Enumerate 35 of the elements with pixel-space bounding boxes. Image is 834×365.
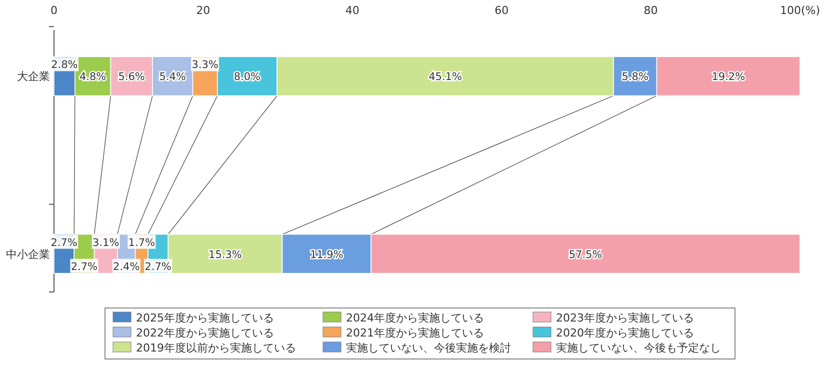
data-label: 2.4% (113, 260, 140, 273)
x-tick-label: 60 (494, 4, 509, 17)
data-label: 2.7% (144, 260, 172, 273)
data-label: 8.0% (234, 71, 261, 84)
x-tick-label: 80 (644, 4, 658, 17)
data-label: 3.1% (92, 236, 120, 249)
data-label: 15.3% (208, 248, 242, 261)
legend-label: 2022年度から実施している (136, 326, 274, 340)
data-label: 5.8% (622, 71, 648, 84)
legend-label: 実施していない、今後も予定なし (556, 342, 721, 354)
legend-label: 2025年度から実施している (136, 312, 274, 324)
data-label: 57.5% (568, 248, 602, 261)
data-label: 45.1% (428, 71, 462, 84)
data-label: 19.2% (712, 71, 746, 84)
y-tick-label: 中小企業 (6, 248, 50, 261)
data-label: 11.9% (310, 248, 344, 261)
data-label: 4.8% (79, 71, 106, 84)
legend-label: 2021年度から実施している (346, 326, 484, 340)
legend-label: 2024年度から実施している (346, 312, 484, 324)
x-tick-label: 40 (345, 4, 360, 17)
data-label: 3.3% (192, 59, 218, 72)
data-label: 5.6% (118, 71, 145, 84)
data-label: 2.7% (70, 260, 98, 273)
x-tick-label: 100(%) (780, 4, 820, 17)
legend-label: 2023年度から実施している (556, 312, 694, 324)
y-tick-label: 大企業 (17, 70, 50, 84)
legend-label: 実施していない、今後実施を検討 (346, 342, 511, 354)
legend-label: 2020年度から実施している (556, 326, 694, 340)
legend-label: 2019年度以前から実施している (136, 342, 296, 354)
data-label: 5.4% (159, 71, 186, 84)
data-label: 1.7% (128, 236, 156, 249)
data-label: 2.8% (51, 59, 78, 72)
x-tick-label: 0 (50, 4, 58, 17)
data-label: 2.7% (50, 236, 78, 249)
x-tick-label: 20 (196, 4, 210, 17)
